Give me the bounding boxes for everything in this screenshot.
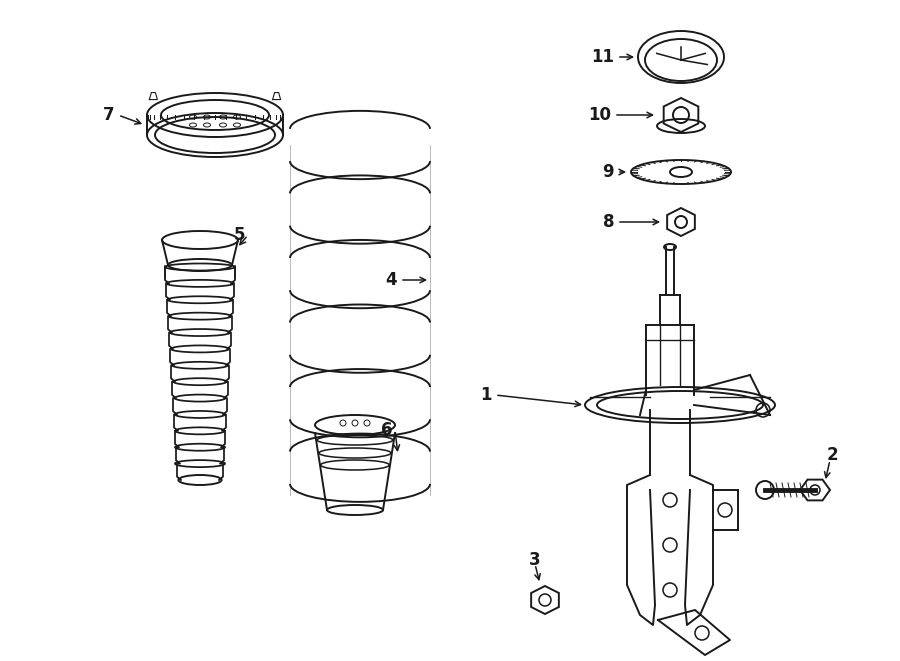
Text: 5: 5 <box>233 226 245 244</box>
Text: 7: 7 <box>104 106 115 124</box>
Text: 8: 8 <box>602 213 614 231</box>
Text: 3: 3 <box>529 551 541 569</box>
Text: 11: 11 <box>591 48 614 66</box>
Text: 6: 6 <box>381 421 392 439</box>
Text: 10: 10 <box>588 106 611 124</box>
Text: 2: 2 <box>826 446 838 464</box>
Text: 4: 4 <box>385 271 397 289</box>
Text: 9: 9 <box>602 163 614 181</box>
Text: 1: 1 <box>481 386 492 404</box>
